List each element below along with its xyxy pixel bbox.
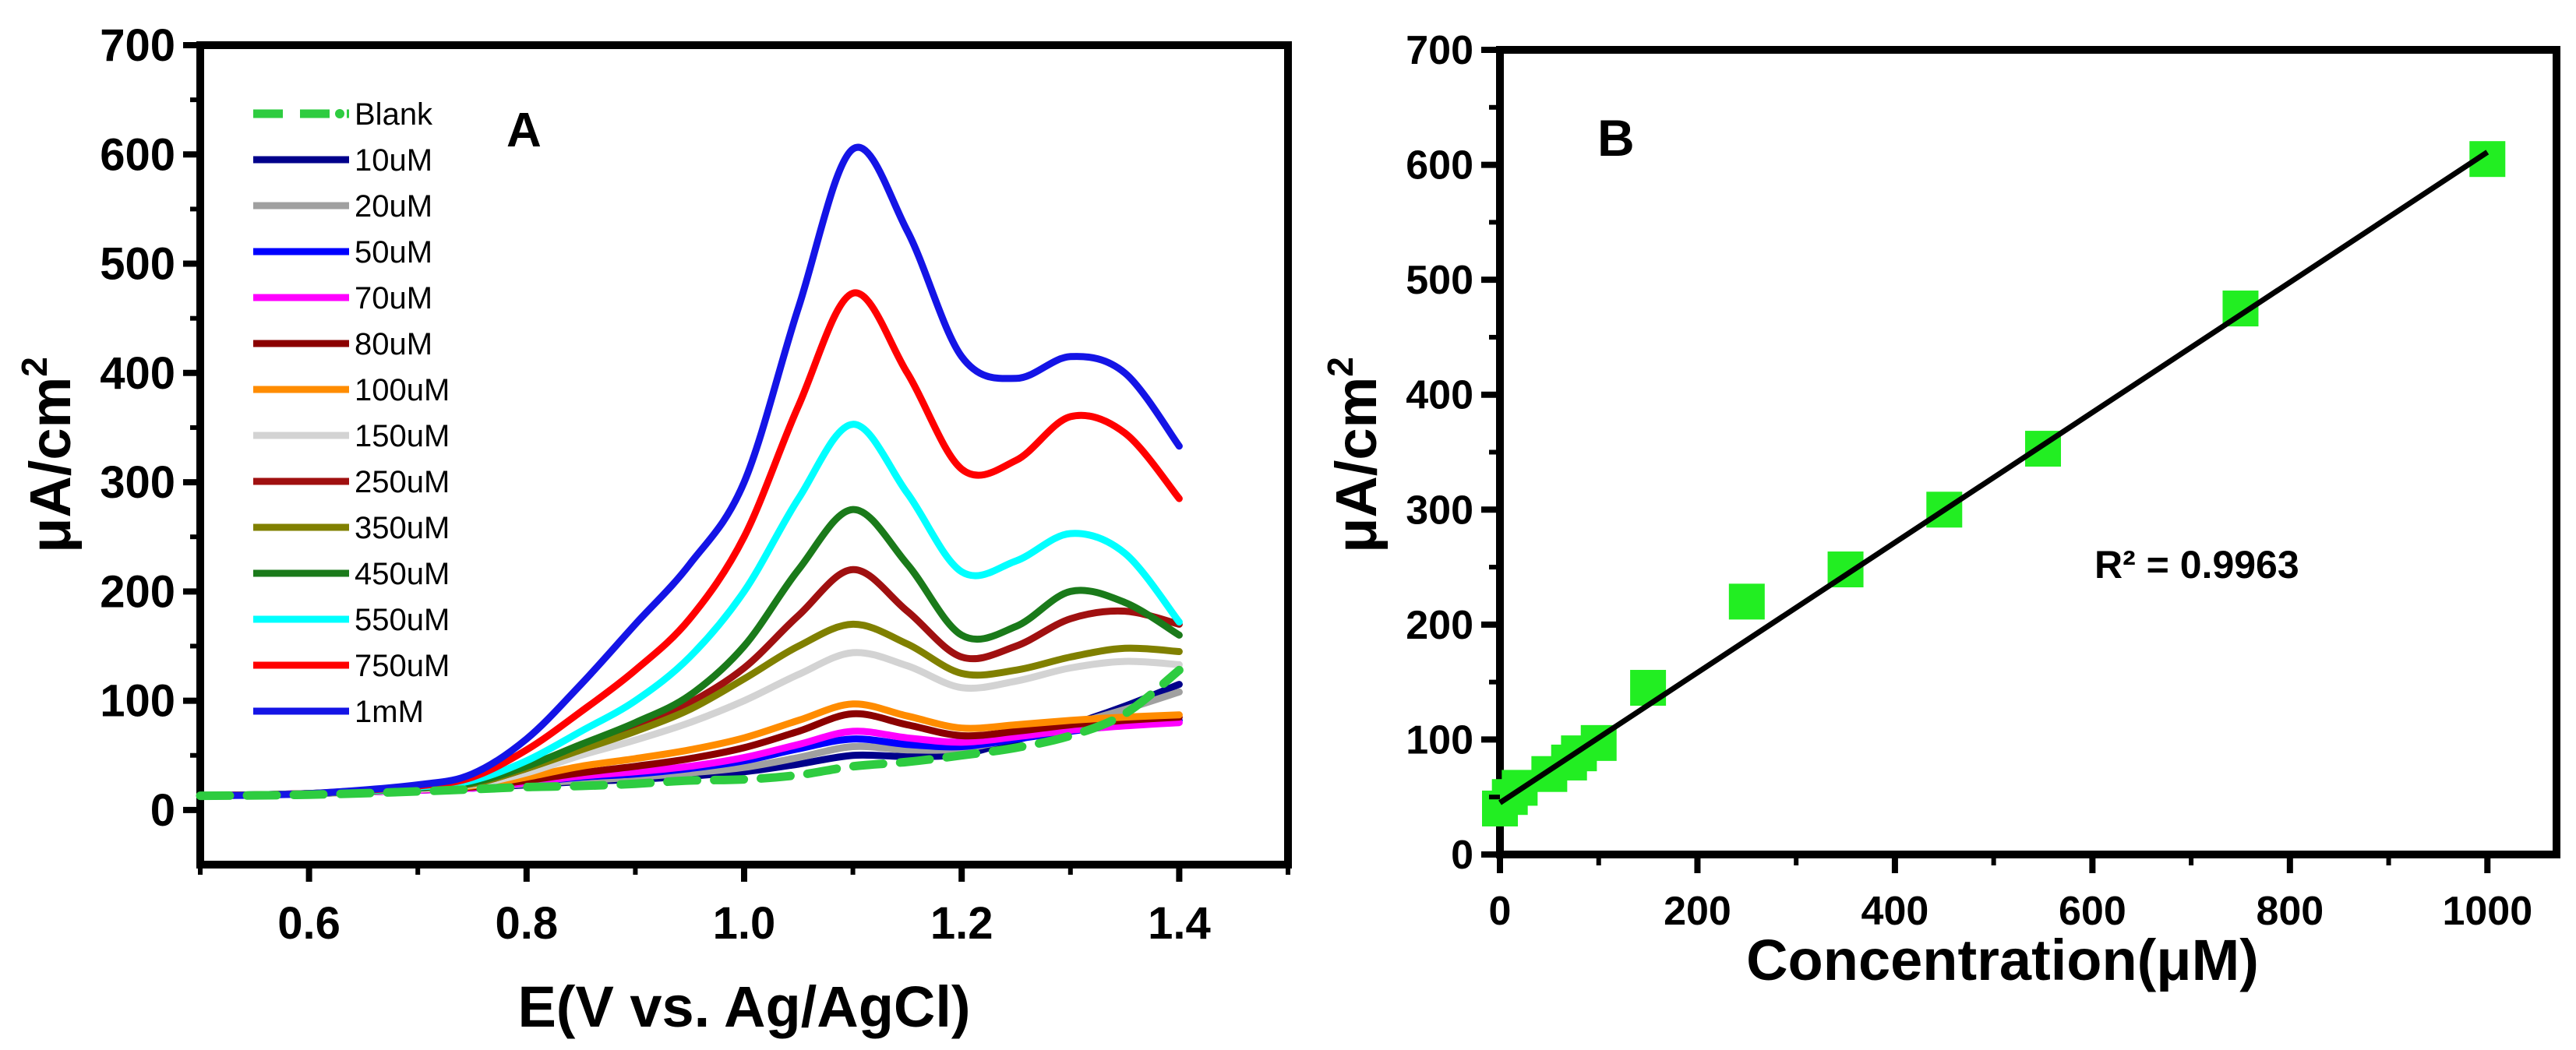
legend-label-1mm: 1mM bbox=[355, 695, 424, 729]
legend-marker-blank bbox=[335, 109, 344, 118]
x-tick-label: 0.6 bbox=[277, 898, 341, 949]
panel-b-x-axis-title: Concentration(μM) bbox=[1746, 928, 2259, 992]
scatter-point bbox=[1728, 583, 1765, 620]
y-tick-label: 700 bbox=[1406, 28, 1473, 73]
panel-a-y-axis-title: μA/cm2 bbox=[14, 357, 83, 553]
panel-a-y-axis-title-main: μA/cm bbox=[18, 377, 83, 553]
legend-label-blank: Blank bbox=[355, 97, 433, 132]
panel-b-label: B bbox=[1597, 109, 1635, 167]
legend-label-50um: 50uM bbox=[355, 235, 432, 270]
y-tick-label: 0 bbox=[1451, 833, 1473, 878]
scatter-point bbox=[1630, 670, 1667, 706]
x-tick-label: 600 bbox=[2059, 889, 2126, 934]
x-tick-label: 400 bbox=[1861, 889, 1929, 934]
y-tick-label: 300 bbox=[1406, 488, 1473, 533]
legend-label-350um: 350uM bbox=[355, 511, 450, 545]
y-tick-label: 500 bbox=[1406, 258, 1473, 303]
panel-b-y-axis-title-main: μA/cm bbox=[1324, 377, 1389, 553]
x-tick-label: 0 bbox=[1489, 889, 1512, 934]
y-tick-label: 100 bbox=[1406, 717, 1473, 763]
panel-b-annotation: R² = 0.9963 bbox=[2094, 543, 2299, 587]
legend-label-550um: 550uM bbox=[355, 603, 450, 637]
x-tick-label: 1000 bbox=[2442, 889, 2532, 934]
y-tick-label: 300 bbox=[100, 457, 175, 508]
legend-label-450um: 450uM bbox=[355, 557, 450, 591]
legend-label-10um: 10uM bbox=[355, 143, 432, 178]
legend-label-150um: 150uM bbox=[355, 419, 450, 453]
y-tick-label: 0 bbox=[150, 785, 175, 836]
panel-a-ticks: 0.6 0.8 1.0 1.2 1.4 0 100 200 300 400 500 600 700 bbox=[100, 20, 1290, 949]
y-tick-label: 600 bbox=[100, 129, 175, 180]
y-tick-label: 600 bbox=[1406, 143, 1473, 189]
y-tick-label: 500 bbox=[100, 239, 175, 290]
legend-label-100um: 100uM bbox=[355, 373, 450, 407]
y-tick-label: 700 bbox=[100, 20, 175, 71]
panel-b-ticks: 0 200 400 600 800 1000 0 100 200 300 400 500 600 700 bbox=[1406, 28, 2532, 934]
panel-b-y-axis-title-sup: 2 bbox=[1320, 357, 1360, 377]
x-tick-label: 800 bbox=[2256, 889, 2324, 934]
legend-label-80um: 80uM bbox=[355, 327, 432, 361]
x-tick-label: 0.8 bbox=[495, 898, 558, 949]
panel-a-y-axis-title-sup: 2 bbox=[14, 357, 55, 377]
legend-label-250um: 250uM bbox=[355, 465, 450, 499]
panel-b-y-axis-title: μA/cm2 bbox=[1320, 357, 1389, 553]
x-tick-label: 1.2 bbox=[930, 898, 993, 949]
legend-label-20um: 20uM bbox=[355, 189, 432, 224]
panel-a-x-axis-title: E(V vs. Ag/AgCl) bbox=[517, 974, 970, 1039]
panel-a-label: A bbox=[506, 104, 542, 157]
panel-a-legend: Blank 10uM 20uM 50uM 70uM 80uM 100uM 150uM 250uM… bbox=[253, 97, 450, 729]
linear-fit-line bbox=[1498, 150, 2490, 805]
y-tick-label: 200 bbox=[100, 566, 175, 617]
x-tick-label: 1.0 bbox=[713, 898, 776, 949]
x-tick-label: 200 bbox=[1664, 889, 1731, 934]
y-tick-label: 400 bbox=[100, 348, 175, 399]
y-tick-label: 200 bbox=[1406, 603, 1473, 648]
panel-b-plot-area bbox=[1482, 141, 2506, 826]
y-tick-label: 400 bbox=[1406, 373, 1473, 418]
panel-a-plot-area bbox=[196, 143, 1184, 801]
y-tick-label: 100 bbox=[100, 676, 175, 727]
legend-label-750um: 750uM bbox=[355, 649, 450, 683]
x-tick-label: 1.4 bbox=[1148, 898, 1211, 949]
series-line-blank bbox=[196, 665, 1184, 801]
legend-label-70um: 70uM bbox=[355, 281, 432, 315]
series-line-1mm bbox=[196, 143, 1183, 800]
